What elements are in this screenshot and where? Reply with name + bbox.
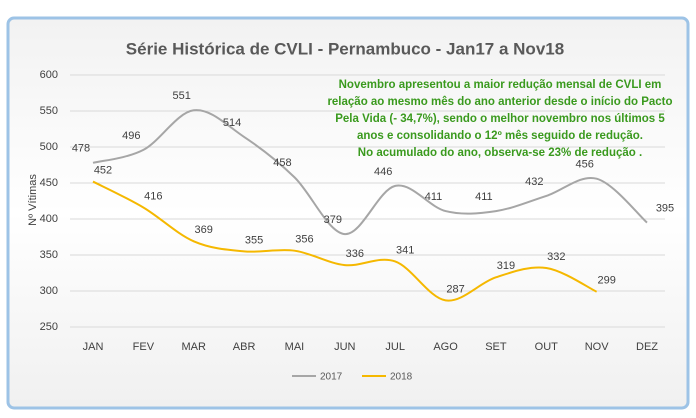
y-tick-label: 400: [40, 213, 58, 225]
y-tick-label: 350: [40, 249, 58, 261]
annotation: No acumulado do ano, observa-se 23% de r…: [358, 147, 642, 159]
x-tick-label: JUN: [334, 341, 355, 353]
data-label: 379: [324, 214, 342, 226]
x-tick-label: AGO: [433, 341, 458, 353]
data-label: 496: [122, 130, 140, 142]
data-label: 514: [223, 117, 241, 129]
data-label: 369: [195, 224, 213, 236]
data-label: 478: [72, 143, 90, 155]
data-label: 416: [144, 190, 162, 202]
data-label: 336: [346, 248, 364, 260]
data-label: 332: [547, 251, 565, 263]
data-label: 411: [425, 191, 443, 203]
x-tick-label: DEZ: [636, 341, 658, 353]
legend-label: 2017: [320, 372, 343, 383]
data-label: 319: [497, 260, 515, 272]
x-tick-label: NOV: [585, 341, 610, 353]
annotation: Pela Vida (- 34,7%), sendo o melhor nove…: [335, 113, 665, 125]
y-tick-label: 450: [40, 177, 58, 189]
annotation: anos e consolidando o 12º mês seguido de…: [357, 130, 643, 142]
data-label: 411: [475, 191, 493, 203]
y-tick-label: 550: [40, 105, 58, 117]
line: [92, 109, 648, 236]
data-label: 452: [94, 164, 112, 176]
data-label: 356: [295, 234, 313, 246]
legend-label: 2018: [390, 372, 413, 383]
annotation: relação ao mesmo mês do ano anterior des…: [327, 96, 672, 108]
x-tick-label: OUT: [535, 341, 559, 353]
y-tick-label: 500: [40, 141, 58, 153]
x-tick-label: MAI: [285, 341, 305, 353]
y-tick-label: 300: [40, 285, 58, 297]
data-label: 395: [656, 203, 674, 215]
chart-frame: [6, 16, 690, 410]
y-axis-label: Nº Vítimas: [27, 174, 39, 226]
data-label: 458: [273, 157, 291, 169]
line: [92, 180, 598, 302]
annotation: Novembro apresentou a maior redução mens…: [339, 79, 662, 91]
x-tick-label: ABR: [233, 341, 256, 353]
data-label: 432: [525, 176, 543, 188]
data-label: 341: [396, 244, 414, 256]
x-tick-label: JAN: [83, 341, 104, 353]
data-label: 355: [245, 234, 263, 246]
data-label: 551: [173, 90, 191, 102]
x-tick-label: SET: [485, 341, 507, 353]
data-label: 299: [597, 275, 615, 287]
data-label: 287: [446, 283, 464, 295]
chart-title: Série Histórica de CVLI - Pernambuco - J…: [126, 39, 564, 58]
x-tick-label: JUL: [385, 341, 405, 353]
x-tick-label: MAR: [182, 341, 207, 353]
y-tick-label: 250: [40, 321, 58, 333]
data-label: 446: [374, 166, 392, 178]
data-label: 456: [575, 159, 593, 171]
x-tick-label: FEV: [133, 341, 155, 353]
y-tick-label: 600: [40, 69, 58, 81]
